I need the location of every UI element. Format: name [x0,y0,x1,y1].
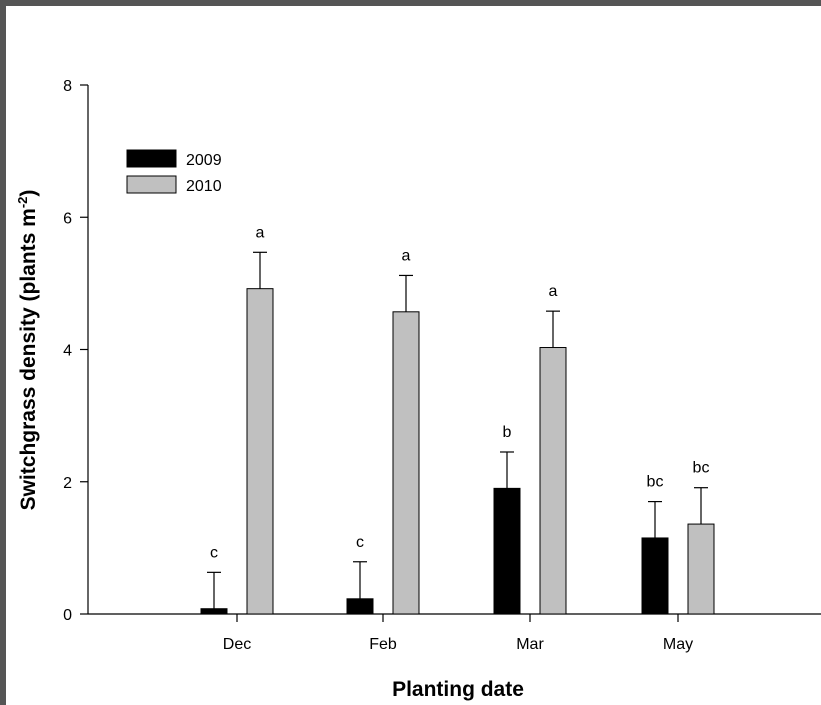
significance-letter: a [402,247,411,264]
significance-letter: a [549,283,558,300]
y-tick-label: 0 [63,607,72,624]
significance-letters: c c b bc a a a bc [210,224,709,561]
y-tick-label: 4 [63,343,72,360]
significance-letter: c [356,534,364,551]
y-axis-title-superscript: -2 [15,197,30,209]
x-ticks: Dec Feb Mar May [223,614,693,653]
significance-letter: a [256,224,265,241]
significance-letter: bc [693,460,710,477]
y-ticks: 0 2 4 6 8 [63,78,88,624]
legend: 2009 2010 [126,149,222,195]
legend-swatch-2009 [126,149,177,168]
legend-swatch-2010 [126,175,177,194]
bar-2009-Feb [346,598,374,615]
bar-2009-May [641,537,669,615]
y-axis-title-main: Switchgrass density (plants m [17,208,40,510]
bar-2010-Mar [539,347,567,615]
significance-letter: bc [647,474,664,491]
legend-label-2009: 2009 [186,152,222,169]
significance-letter: b [503,424,512,441]
x-tick-label: Mar [516,636,544,653]
bars-group [200,288,715,615]
y-axis-title: Switchgrass density (plants m-2) [15,190,40,511]
window-left-border [0,0,6,705]
y-axis-title-suffix: ) [17,190,40,197]
bar-2010-Dec [246,288,274,615]
bar-2010-Feb [392,311,420,615]
y-tick-label: 6 [63,210,72,227]
x-tick-label: May [663,636,693,653]
x-tick-label: Dec [223,636,251,653]
errorbars-group [207,251,708,609]
bar-2009-Mar [493,487,521,615]
y-tick-label: 2 [63,475,72,492]
x-tick-label: Feb [369,636,397,653]
legend-label-2010: 2010 [186,178,222,195]
y-tick-label: 8 [63,78,72,95]
window-top-border [0,0,821,6]
bar-2010-May [687,523,715,615]
x-axis-title: Planting date [392,678,524,701]
bar-2009-Dec [200,608,228,615]
significance-letter: c [210,544,218,561]
